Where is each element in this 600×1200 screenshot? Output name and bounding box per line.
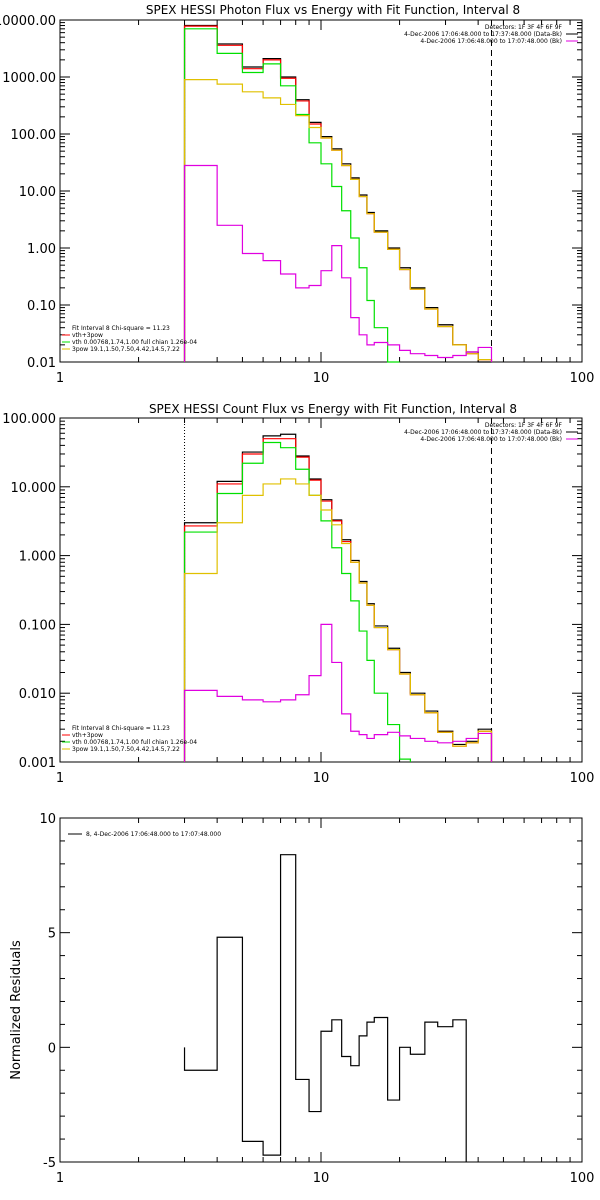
x-tick-label: 10 bbox=[313, 1171, 330, 1186]
legend-entry: 3pow 19.1,1.50,7.50,4.42,14.5,7.22 bbox=[72, 346, 180, 353]
y-tick-label: 0.100 bbox=[19, 618, 56, 633]
plot-frame bbox=[59, 417, 583, 763]
y-axis-label: Normalized Residuals bbox=[9, 940, 24, 1080]
y-tick-label: 10000.00 bbox=[0, 14, 56, 29]
info-text: 4-Dec-2006 17:06:48.000 to 17:37:48.000 … bbox=[404, 429, 562, 436]
info-text: 4-Dec-2006 17:06:48.000 to 17:37:48.000 … bbox=[404, 31, 562, 38]
legend-entry: vth+3pow bbox=[72, 332, 103, 339]
series-8-line bbox=[183, 854, 467, 1162]
y-tick-label: 0.01 bbox=[27, 356, 56, 371]
info-text: Detectors: 1F 3F 4F 6F 9F bbox=[485, 422, 563, 429]
y-tick-label: 1.000 bbox=[19, 550, 56, 565]
series-background-line bbox=[183, 623, 493, 762]
x-tick-label: 10 bbox=[313, 771, 330, 786]
series-data-line bbox=[183, 24, 492, 363]
y-tick-label: 1.00 bbox=[27, 242, 56, 257]
y-tick-label: 0 bbox=[48, 1041, 56, 1056]
legend-entry: 8, 4-Dec-2006 17:06:48.000 to 17:07:48.0… bbox=[86, 831, 221, 838]
info-text: 4-Dec-2006 17:06:48.000 to 17:07:48.000 … bbox=[420, 38, 562, 45]
legend-entry: vth+3pow bbox=[72, 732, 103, 739]
panel-title: SPEX HESSI Photon Flux vs Energy with Fi… bbox=[146, 3, 520, 17]
y-tick-label: 100.00 bbox=[11, 128, 57, 143]
residuals-panel: Normalized Residuals 1 10 100 10 5 0 -5 8, 4-De… bbox=[9, 812, 594, 1186]
legend-entry: 3pow 19.1,1.50,7.50,4.42,14.5,7.22 bbox=[72, 746, 180, 753]
x-tick-label: 1 bbox=[56, 771, 64, 786]
y-tick-label: 100.000 bbox=[2, 412, 56, 427]
info-text: 4-Dec-2006 17:06:48.000 to 17:07:48.000 … bbox=[420, 436, 562, 443]
plot-frame bbox=[59, 19, 583, 363]
y-tick-label: -5 bbox=[43, 1156, 56, 1171]
series-vth-line bbox=[183, 25, 493, 362]
count-flux-panel: SPEX HESSI Count Flux vs Energy with Fit… bbox=[2, 402, 594, 786]
series-3pow-line bbox=[183, 478, 493, 762]
legend-entry: Fit Interval 8 Chi-square = 11.23 bbox=[72, 725, 170, 732]
legend-entry: vth 0.00768,1.74,1.00 full chian 1.26e-0… bbox=[72, 739, 197, 746]
y-tick-label: 1000.00 bbox=[2, 71, 56, 86]
series-background-line bbox=[183, 164, 493, 362]
x-tick-label: 10 bbox=[313, 371, 330, 386]
series-vth-line bbox=[183, 441, 411, 762]
y-tick-label: 10 bbox=[39, 812, 56, 827]
y-tick-label: 0.001 bbox=[19, 756, 56, 771]
y-tick-label: 10.00 bbox=[19, 185, 56, 200]
series-vth-line bbox=[183, 438, 493, 762]
photon-flux-panel: SPEX HESSI Photon Flux vs Energy with Fi… bbox=[0, 3, 594, 386]
y-tick-label: 0.010 bbox=[19, 687, 56, 702]
x-tick-label: 1 bbox=[56, 1171, 64, 1186]
series-3pow-line bbox=[183, 79, 493, 362]
y-tick-label: 0.10 bbox=[27, 299, 56, 314]
legend-entry: Fit Interval 8 Chi-square = 11.23 bbox=[72, 325, 170, 332]
info-text: Detectors: 1F 3F 4F 6F 9F bbox=[485, 24, 563, 31]
x-tick-label: 1 bbox=[56, 371, 64, 386]
x-tick-label: 100 bbox=[570, 371, 595, 386]
x-tick-label: 100 bbox=[570, 771, 595, 786]
legend-entry: vth 0.00768,1.74,1.00 full chian 1.26e-0… bbox=[72, 339, 197, 346]
x-tick-label: 100 bbox=[570, 1171, 595, 1186]
y-tick-label: 10.000 bbox=[11, 481, 57, 496]
panel-title: SPEX HESSI Count Flux vs Energy with Fit… bbox=[149, 402, 517, 416]
series-vth-line bbox=[183, 28, 400, 363]
y-tick-label: 5 bbox=[48, 927, 56, 942]
